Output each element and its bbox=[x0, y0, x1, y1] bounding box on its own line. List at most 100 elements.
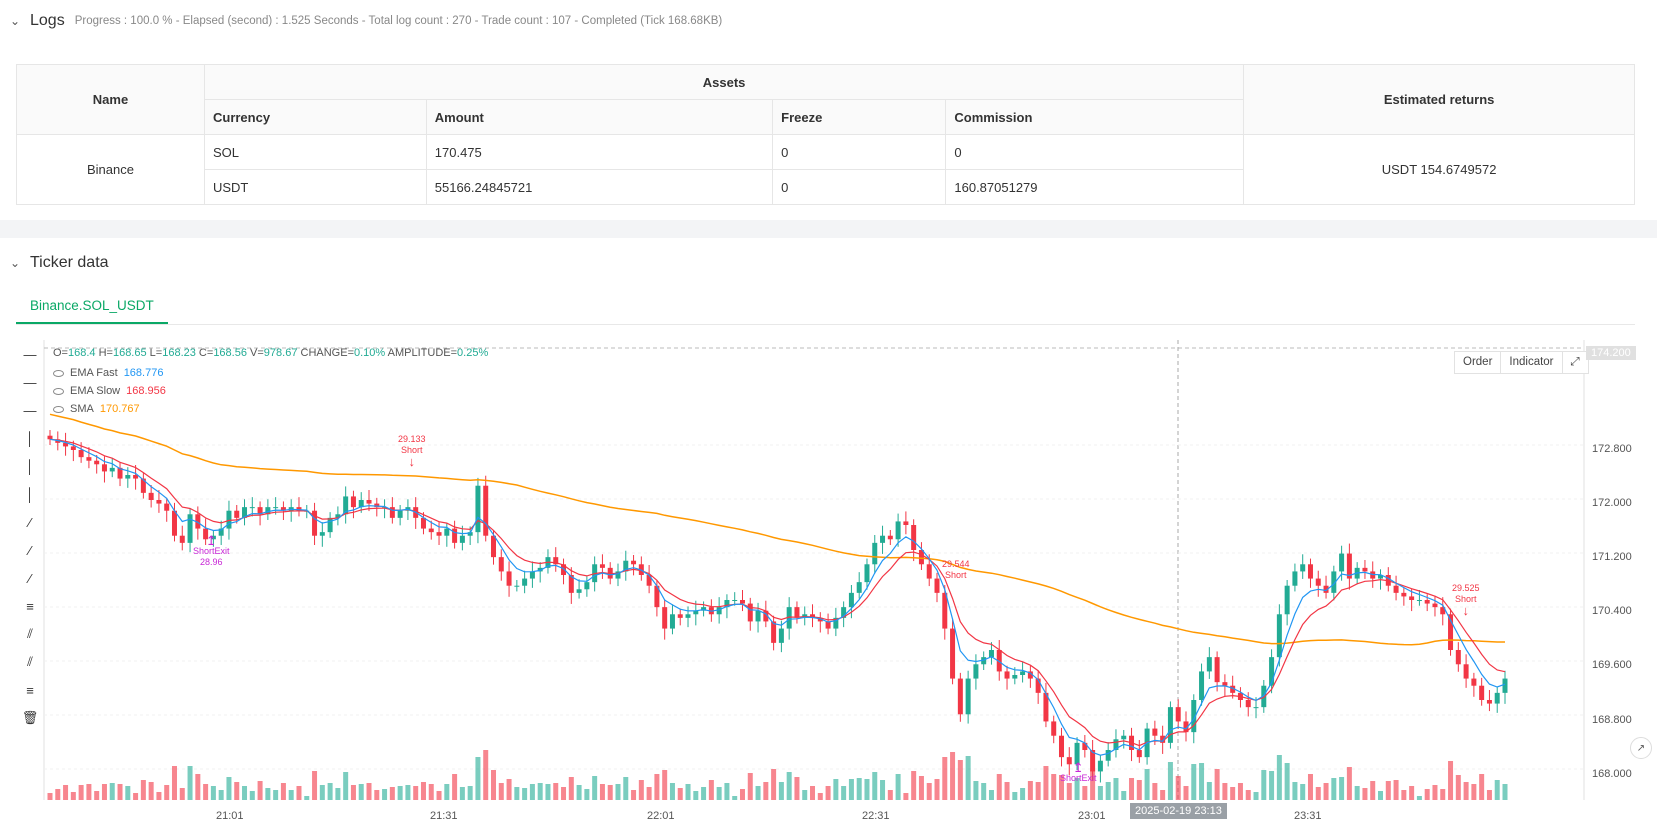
volume-bar bbox=[350, 785, 356, 800]
trend-ray-icon[interactable]: ∕ bbox=[28, 542, 32, 558]
candle-body bbox=[1424, 600, 1430, 604]
volume-bar bbox=[1222, 783, 1228, 800]
fib-retracement-icon[interactable]: ≡ bbox=[26, 682, 34, 698]
volume-bar bbox=[1152, 783, 1158, 800]
candle-body bbox=[553, 557, 559, 565]
volume-bar bbox=[833, 779, 839, 800]
legend-ema-fast[interactable]: EMA Fast 168.776 bbox=[53, 367, 163, 379]
candle-body bbox=[1097, 760, 1103, 772]
volume-bar bbox=[1385, 781, 1391, 800]
volume-bar bbox=[537, 783, 543, 800]
candle-body bbox=[1074, 742, 1080, 765]
candle-body bbox=[467, 532, 473, 536]
legend-sma[interactable]: SMA 170.767 bbox=[53, 403, 140, 415]
candle-body bbox=[187, 514, 193, 543]
eye-icon[interactable] bbox=[53, 387, 64, 395]
pitchfork-icon[interactable]: ⫽ bbox=[27, 654, 33, 669]
chevron-down-icon[interactable]: ⌄ bbox=[9, 14, 21, 28]
order-button[interactable]: Order bbox=[1455, 352, 1502, 373]
volume-bar bbox=[179, 788, 185, 800]
assets-table: Name Assets Estimated returns Currency A… bbox=[16, 64, 1635, 205]
diagonal-line-icon[interactable]: ∕ bbox=[28, 570, 32, 586]
candle-body bbox=[94, 460, 100, 465]
legend-ema-slow[interactable]: EMA Slow 168.956 bbox=[53, 385, 166, 397]
logs-title: Logs bbox=[30, 12, 65, 29]
volume-bar bbox=[1183, 786, 1189, 800]
current-price-tag: 174.200 bbox=[1586, 346, 1636, 360]
candle-body bbox=[514, 585, 520, 587]
volume-bar bbox=[374, 790, 380, 800]
table-row: Binance SOL 170.475 0 0 USDT 154.6749572 bbox=[16, 134, 1635, 205]
volume-bar bbox=[1307, 774, 1313, 800]
price-label-icon[interactable]: ≡ bbox=[26, 598, 34, 614]
col-currency: Currency bbox=[203, 99, 427, 135]
volume-bar bbox=[327, 783, 333, 800]
volume-bar bbox=[1027, 781, 1033, 800]
trade-annotation: 29.544 Short bbox=[942, 559, 970, 581]
horizontal-ray-icon[interactable]: — bbox=[23, 374, 37, 390]
candle-body bbox=[662, 607, 668, 629]
indicator-button[interactable]: Indicator bbox=[1501, 352, 1563, 373]
eye-icon[interactable] bbox=[53, 405, 64, 413]
volume-bar bbox=[1020, 788, 1026, 800]
candle-body bbox=[856, 582, 862, 593]
candle-body bbox=[1090, 750, 1096, 772]
vertical-segment-icon[interactable]: │ bbox=[25, 458, 35, 474]
candle-body bbox=[179, 535, 185, 543]
trend-line-icon[interactable]: ∕ bbox=[28, 514, 32, 530]
volume-bar bbox=[1393, 780, 1399, 800]
chevron-down-icon[interactable]: ⌄ bbox=[9, 256, 21, 270]
volume-bar bbox=[1214, 769, 1220, 800]
candle-body bbox=[778, 628, 784, 643]
ohlc-high: 168.65 bbox=[112, 347, 147, 359]
pin-icon[interactable]: ↗ bbox=[1630, 737, 1652, 759]
candle-body bbox=[1082, 742, 1088, 750]
vertical-line-icon[interactable]: │ bbox=[25, 430, 35, 446]
candle-body bbox=[755, 610, 761, 622]
vertical-ray-icon[interactable]: │ bbox=[25, 486, 35, 502]
candle-body bbox=[950, 628, 956, 679]
volume-bar bbox=[1284, 763, 1290, 800]
table-row: USDT 55166.24845721 0 160.87051279 bbox=[17, 169, 1635, 205]
volume-bar bbox=[125, 786, 131, 800]
candle-body bbox=[1448, 614, 1454, 650]
ema-fast-line bbox=[49, 438, 1506, 756]
volume-bar bbox=[312, 771, 318, 800]
volume-bar bbox=[771, 769, 777, 800]
volume-bar bbox=[942, 757, 948, 800]
arrow-up-icon: ↥ bbox=[1072, 760, 1084, 775]
volume-bar bbox=[1175, 776, 1181, 800]
volume-bar bbox=[94, 791, 100, 800]
candle-body bbox=[918, 550, 924, 565]
trash-icon[interactable]: 🗑 bbox=[21, 710, 39, 725]
eye-icon[interactable] bbox=[53, 369, 64, 377]
volume-bar bbox=[856, 778, 862, 800]
volume-bar bbox=[872, 772, 878, 800]
volume-bar bbox=[631, 790, 637, 800]
price-chart[interactable] bbox=[0, 340, 1657, 826]
volume-bar bbox=[1416, 796, 1422, 800]
volume-bar bbox=[918, 776, 924, 800]
candle-body bbox=[841, 607, 847, 618]
legend-value: 170.767 bbox=[99, 403, 140, 415]
candle-body bbox=[942, 592, 948, 629]
returns-header: Estimated returns bbox=[1243, 64, 1635, 135]
candle-body bbox=[1105, 750, 1111, 761]
volume-bar bbox=[1261, 770, 1267, 800]
candle-body bbox=[685, 614, 691, 618]
annotation-label: Short bbox=[1455, 594, 1477, 604]
volume-bar bbox=[420, 782, 426, 800]
fullscreen-icon[interactable]: ⤢ bbox=[1570, 356, 1580, 368]
extended-line-icon[interactable]: — bbox=[23, 402, 37, 418]
parallel-channel-icon[interactable]: ⫽ bbox=[27, 626, 33, 641]
horizontal-line-icon[interactable]: — bbox=[23, 346, 37, 362]
volume-bar bbox=[615, 784, 621, 800]
volume-bar bbox=[1206, 782, 1212, 800]
volume-bar bbox=[584, 789, 590, 800]
volume-bar bbox=[234, 782, 240, 800]
volume-bar bbox=[101, 784, 107, 800]
volume-bar bbox=[1269, 771, 1275, 800]
volume-bar bbox=[1167, 762, 1173, 800]
candle-body bbox=[529, 571, 535, 579]
tab-sol-usdt[interactable]: Binance.SOL_USDT bbox=[16, 288, 168, 324]
